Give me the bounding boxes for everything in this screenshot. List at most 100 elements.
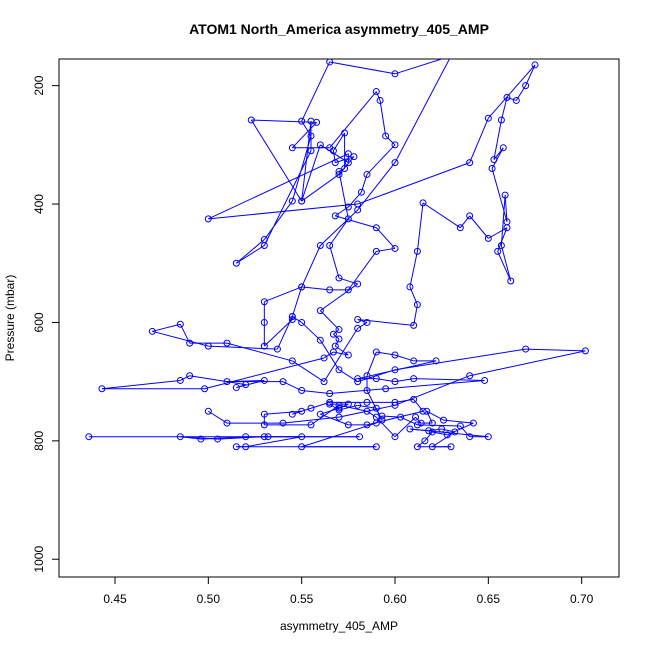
series-segment: [347, 251, 377, 291]
data-point: [204, 215, 212, 223]
data-point: [341, 165, 349, 173]
series-segment: [394, 416, 416, 438]
data-point: [372, 375, 380, 383]
data-point: [363, 170, 371, 178]
series-segment: [180, 375, 190, 381]
data-point: [391, 244, 399, 252]
data-point: [326, 144, 334, 152]
data-point: [372, 443, 380, 451]
data-point: [378, 416, 386, 424]
data-point: [469, 419, 477, 427]
data-point: [344, 203, 352, 211]
data-point: [391, 70, 399, 78]
data-point: [417, 419, 425, 427]
data-point: [316, 141, 324, 149]
data-point: [499, 144, 507, 152]
data-point: [581, 347, 589, 355]
data-point: [531, 61, 539, 69]
series-segment: [319, 310, 340, 330]
data-point: [326, 389, 334, 397]
data-point: [512, 96, 520, 104]
x-tick-label: 0.70: [570, 592, 594, 606]
series-segment: [366, 410, 424, 426]
data-point: [204, 407, 212, 415]
data-point: [320, 354, 328, 362]
data-point: [307, 147, 315, 155]
data-point: [497, 241, 505, 249]
data-point: [363, 407, 371, 415]
data-point: [372, 224, 380, 232]
series-segment: [417, 440, 426, 448]
data-point: [288, 410, 296, 418]
data-point: [413, 301, 421, 309]
series-lines: [88, 59, 586, 448]
data-point: [273, 345, 281, 353]
data-point: [466, 212, 474, 220]
data-point: [307, 421, 315, 429]
series-segment: [236, 245, 265, 264]
data-point: [176, 320, 184, 328]
series-segment: [208, 203, 358, 220]
series-segment: [338, 171, 349, 219]
series-segment: [329, 91, 377, 149]
data-point: [372, 247, 380, 255]
series-segment: [416, 202, 424, 252]
data-point: [344, 421, 352, 429]
data-point: [421, 437, 429, 445]
data-point: [232, 443, 240, 451]
data-point: [279, 378, 287, 386]
series-segment: [493, 119, 502, 160]
series-segment: [245, 436, 302, 448]
series-segment: [413, 378, 485, 381]
series-segment: [264, 286, 302, 303]
data-point: [298, 387, 306, 395]
data-point: [363, 421, 371, 429]
series-segment: [301, 174, 340, 202]
y-tick-label: 200: [32, 75, 46, 95]
data-point: [223, 419, 231, 427]
series-segment: [487, 64, 536, 119]
data-point: [412, 413, 420, 421]
series-segment: [323, 328, 359, 382]
x-axis: 0.45 0.50 0.55 0.60 0.65 0.70: [103, 576, 594, 606]
data-point: [242, 443, 250, 451]
series-segment: [357, 162, 470, 205]
data-point: [279, 419, 287, 427]
data-point: [438, 425, 446, 433]
series-segment: [424, 431, 433, 442]
series-segment: [366, 144, 396, 175]
data-point: [484, 234, 492, 242]
series-segment: [422, 202, 461, 229]
data-point: [363, 372, 371, 380]
data-point: [85, 433, 93, 441]
series-segment: [264, 410, 302, 415]
data-point: [354, 375, 362, 383]
data-point: [201, 385, 209, 393]
series-segment: [375, 227, 396, 249]
series-segment: [417, 424, 461, 427]
data-point: [406, 425, 414, 433]
data-point: [329, 330, 337, 338]
data-point: [335, 401, 343, 409]
data-point: [354, 324, 362, 332]
data-point: [372, 413, 380, 421]
series-segment: [226, 342, 293, 362]
series-segment: [250, 119, 303, 202]
data-point: [298, 433, 306, 441]
series-segment: [301, 422, 377, 448]
data-point: [413, 443, 421, 451]
series-segment: [263, 319, 293, 347]
data-point: [425, 427, 433, 435]
data-point: [288, 315, 296, 323]
data-point: [449, 59, 453, 60]
series-segment: [320, 413, 349, 426]
data-point: [242, 381, 250, 389]
series-segment: [301, 144, 321, 202]
series-segment: [152, 330, 209, 347]
data-point: [363, 318, 371, 326]
data-point: [197, 435, 205, 443]
x-tick-label: 0.50: [197, 592, 221, 606]
series-segment: [333, 329, 340, 335]
data-point: [466, 372, 474, 380]
